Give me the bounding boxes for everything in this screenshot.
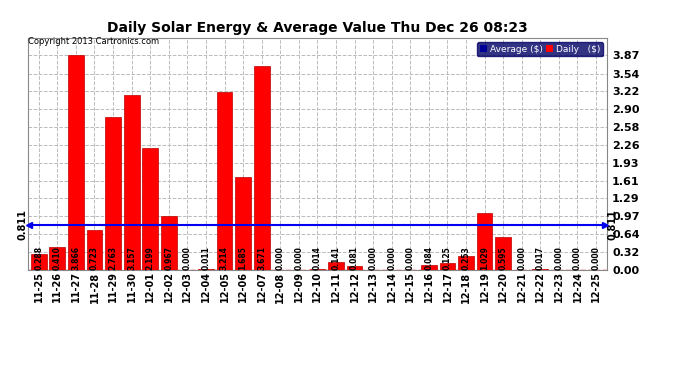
Text: 0.000: 0.000 xyxy=(554,246,564,270)
Bar xyxy=(86,230,102,270)
Text: 0.811: 0.811 xyxy=(18,210,28,240)
Bar xyxy=(477,213,493,270)
Text: 3.671: 3.671 xyxy=(257,246,266,270)
Text: 0.000: 0.000 xyxy=(276,246,285,270)
Bar xyxy=(254,66,270,270)
Text: 3.866: 3.866 xyxy=(71,246,81,270)
Text: 0.017: 0.017 xyxy=(536,246,545,270)
Bar xyxy=(495,237,511,270)
Text: 0.125: 0.125 xyxy=(443,246,452,270)
Bar xyxy=(328,262,344,270)
Text: 0.084: 0.084 xyxy=(424,246,433,270)
Text: 0.000: 0.000 xyxy=(591,246,600,270)
Bar xyxy=(346,266,362,270)
Bar xyxy=(161,216,177,270)
Bar xyxy=(31,254,47,270)
Text: 0.595: 0.595 xyxy=(499,246,508,270)
Bar xyxy=(105,117,121,270)
Text: 0.000: 0.000 xyxy=(406,246,415,270)
Text: 1.685: 1.685 xyxy=(239,246,248,270)
Bar xyxy=(440,263,455,270)
Bar xyxy=(68,56,83,270)
Text: 0.967: 0.967 xyxy=(164,246,173,270)
Bar xyxy=(421,266,437,270)
Bar xyxy=(198,269,214,270)
Text: 0.000: 0.000 xyxy=(518,246,526,270)
Bar xyxy=(142,148,158,270)
Text: 2.199: 2.199 xyxy=(146,246,155,270)
Legend: Average ($), Daily   ($): Average ($), Daily ($) xyxy=(477,42,602,56)
Text: 3.214: 3.214 xyxy=(220,246,229,270)
Text: 3.157: 3.157 xyxy=(127,246,136,270)
Bar xyxy=(124,95,139,270)
Bar xyxy=(310,269,325,270)
Text: 0.000: 0.000 xyxy=(295,246,304,270)
Text: 0.811: 0.811 xyxy=(607,210,617,240)
Bar xyxy=(533,269,549,270)
Text: 0.081: 0.081 xyxy=(350,246,359,270)
Text: 0.014: 0.014 xyxy=(313,246,322,270)
Text: 0.723: 0.723 xyxy=(90,246,99,270)
Text: 0.410: 0.410 xyxy=(53,246,62,270)
Text: 1.029: 1.029 xyxy=(480,246,489,270)
Text: 0.000: 0.000 xyxy=(368,246,377,270)
Text: 0.000: 0.000 xyxy=(183,246,192,270)
Text: 0.011: 0.011 xyxy=(201,246,210,270)
Text: 0.141: 0.141 xyxy=(331,246,340,270)
Text: 2.763: 2.763 xyxy=(108,246,117,270)
Bar xyxy=(217,92,233,270)
Bar xyxy=(458,256,474,270)
Title: Daily Solar Energy & Average Value Thu Dec 26 08:23: Daily Solar Energy & Average Value Thu D… xyxy=(107,21,528,35)
Text: 0.000: 0.000 xyxy=(573,246,582,270)
Text: Copyright 2013 Cartronics.com: Copyright 2013 Cartronics.com xyxy=(28,38,159,46)
Text: 0.253: 0.253 xyxy=(462,246,471,270)
Bar xyxy=(235,177,251,270)
Text: 0.000: 0.000 xyxy=(387,246,396,270)
Bar xyxy=(50,247,66,270)
Text: 0.288: 0.288 xyxy=(34,246,43,270)
